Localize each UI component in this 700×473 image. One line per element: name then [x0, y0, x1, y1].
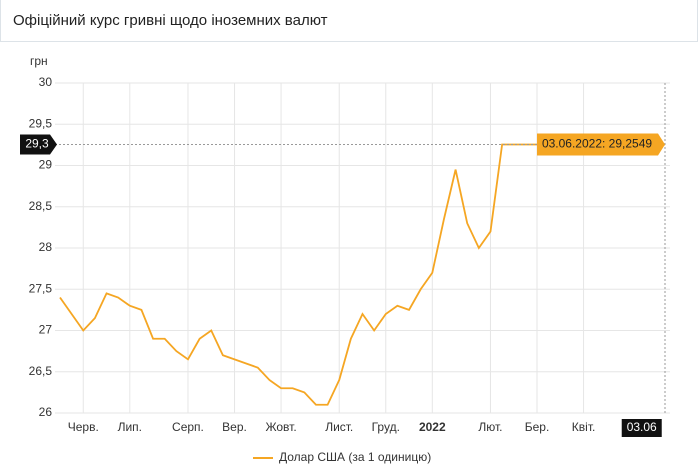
y-badge-label: 29,3	[25, 137, 49, 151]
x-tick-label: Черв.	[68, 420, 99, 434]
y-badge	[20, 134, 57, 155]
tooltip-box	[537, 133, 665, 156]
x-tick-label: Серп.	[172, 420, 204, 434]
y-tick-label: 30	[39, 75, 53, 89]
y-tick-label: 26	[39, 405, 53, 419]
y-tick-label: 28	[39, 240, 53, 254]
x-tick-label: Вер.	[222, 420, 247, 434]
x-tick-label: Жовт.	[265, 420, 296, 434]
x-tick-label: Бер.	[525, 420, 550, 434]
line	[59, 143, 665, 406]
y-tick-label: 27,5	[29, 281, 53, 295]
tooltip: 03.06.2022: 29,2549	[542, 137, 652, 151]
y-tick-label: 28,5	[29, 199, 53, 213]
y-tick-label: 29	[39, 158, 53, 172]
x-tick-label: Лист.	[325, 420, 353, 434]
x-tick-label: 2022	[419, 420, 446, 434]
x-tick-label: Квіт.	[572, 420, 596, 434]
x-tick-label: Лип.	[118, 420, 142, 434]
y-tick-label: 29,5	[29, 116, 53, 130]
x-tick-label: 03.06	[627, 420, 657, 434]
x-tick-label: Лют.	[478, 420, 502, 434]
x-label-badge	[621, 419, 662, 437]
legend-label: Долар США (за 1 одиницю)	[279, 450, 431, 464]
y-axis-label: грн	[30, 54, 48, 68]
y-tick-label: 27	[39, 323, 53, 337]
y-tick-label: 26,5	[29, 364, 53, 378]
chart-title: Офіційний курс гривні щодо іноземних вал…	[0, 0, 698, 42]
x-tick-label: Груд.	[372, 420, 400, 434]
